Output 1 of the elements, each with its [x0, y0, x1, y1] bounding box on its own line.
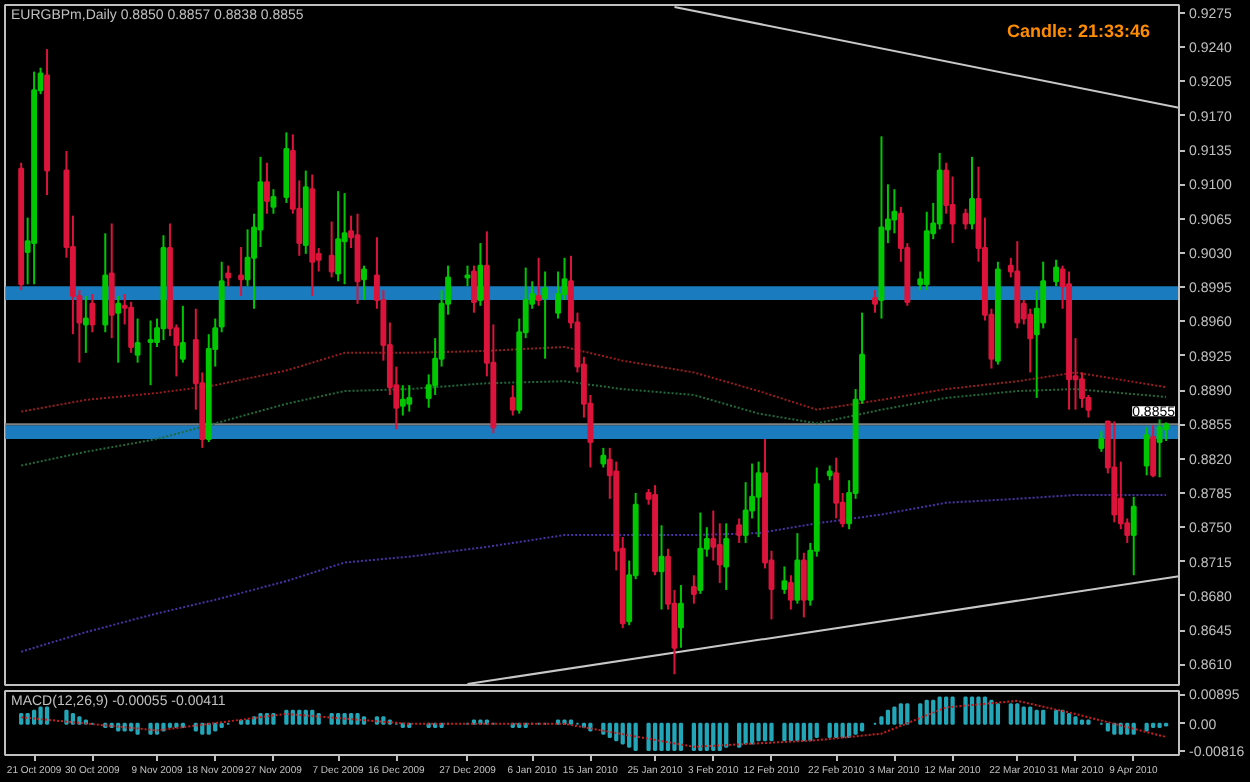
annotation: Candle: 21:33:46: [1006, 21, 1150, 41]
